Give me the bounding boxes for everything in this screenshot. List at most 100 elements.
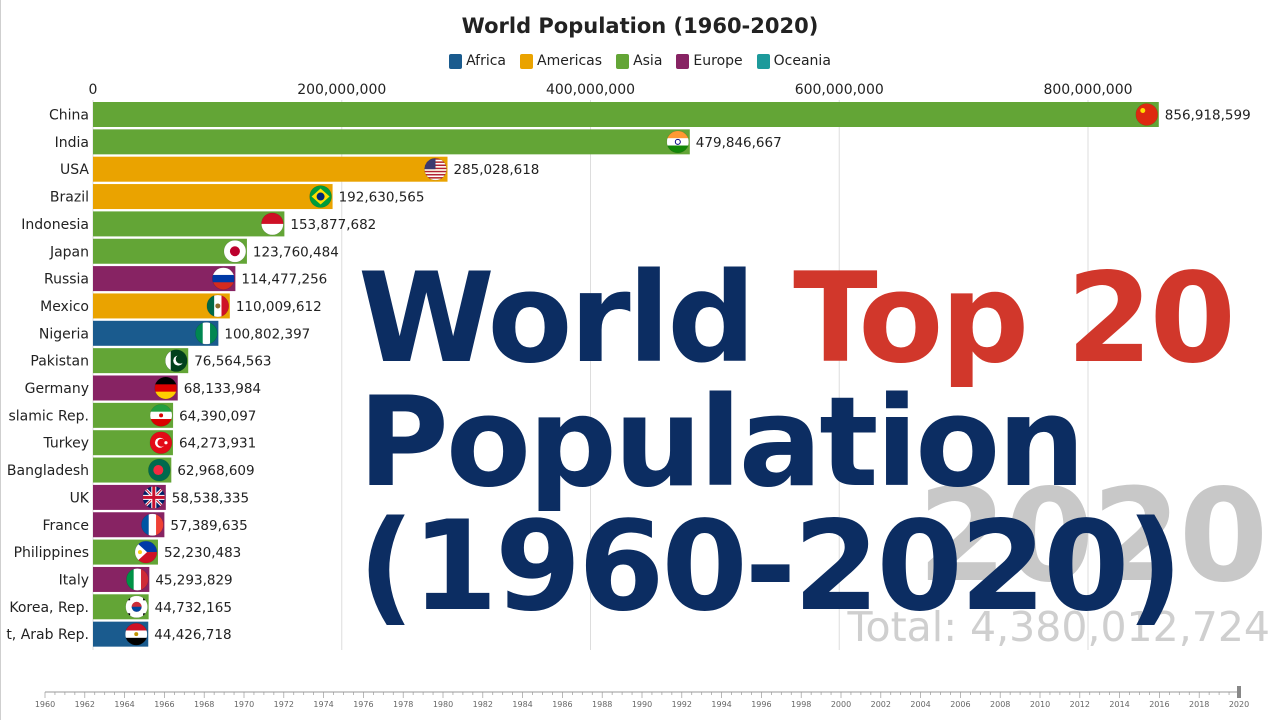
legend-item-americas: Americas — [520, 53, 602, 69]
value-label: 285,028,618 — [454, 162, 540, 178]
timeline-label: 2004 — [910, 700, 930, 709]
timeline-label: 1982 — [473, 700, 493, 709]
category-label: Turkey — [42, 436, 89, 452]
timeline-label: 2018 — [1189, 700, 1209, 709]
bar-row-turkey: Turkey 64,273,931 — [42, 430, 256, 456]
category-label: Indonesia — [21, 217, 89, 233]
value-label: 44,732,165 — [155, 600, 232, 616]
nigeria-flag-icon — [195, 321, 218, 345]
legend-swatch — [756, 53, 770, 69]
value-label: 856,918,599 — [1165, 108, 1251, 124]
timeline-label: 1980 — [433, 700, 453, 709]
bar — [93, 184, 333, 210]
category-label: UK — [70, 490, 90, 506]
timeline-label: 1974 — [313, 700, 333, 709]
bar-row-italy: Italy 45,293,829 — [59, 566, 233, 592]
total-population: Total: 4,380,012,724 — [847, 603, 1270, 651]
legend-swatch — [676, 53, 690, 69]
turkey-flag-icon — [149, 431, 173, 455]
iran-flag-icon — [149, 404, 173, 427]
india-flag-icon — [666, 130, 690, 154]
japan-flag-icon — [223, 239, 247, 263]
timeline-label: 1964 — [114, 700, 134, 709]
timeline-handle[interactable] — [1237, 686, 1241, 698]
timeline-label: 1966 — [154, 700, 174, 709]
value-label: 68,133,984 — [184, 381, 261, 397]
pakistan-flag-icon — [164, 349, 188, 372]
usa-flag-icon — [424, 157, 447, 181]
france-flag-icon — [141, 513, 164, 537]
category-label: Italy — [59, 572, 89, 588]
bar — [93, 211, 285, 237]
timeline-label: 2012 — [1070, 700, 1090, 709]
x-tick-label: 600,000,000 — [795, 82, 884, 98]
timeline-label: 2002 — [871, 700, 891, 709]
bar — [93, 156, 448, 182]
bar — [93, 102, 1159, 127]
value-label: 57,389,635 — [170, 518, 247, 534]
overlay-line-3: (1960-2020) — [358, 495, 1183, 639]
timeline-label: 1968 — [194, 700, 214, 709]
bar-row-india: India 479,846,667 — [55, 129, 782, 155]
x-tick-label: 0 — [89, 82, 98, 98]
overlay-world: World — [358, 247, 756, 391]
legend-label: Asia — [633, 53, 663, 69]
timeline-label: 2008 — [990, 700, 1010, 709]
category-label: Germany — [25, 381, 89, 397]
bar-row-russia: Russia 114,477,256 — [44, 266, 327, 292]
bar-row-slamic-rep: slamic Rep. 64,390,097 — [9, 402, 256, 428]
category-label: Mexico — [40, 299, 89, 315]
china-flag-icon — [1135, 103, 1159, 126]
korea-flag-icon — [125, 595, 148, 619]
bar — [93, 266, 236, 292]
value-label: 192,630,565 — [339, 190, 425, 206]
value-label: 62,968,609 — [177, 463, 254, 479]
timeline-label: 2010 — [1030, 700, 1050, 709]
category-label: Nigeria — [39, 326, 89, 342]
bar-row-mexico: Mexico 110,009,612 — [40, 293, 322, 319]
year-timeline[interactable]: 1960 1962 1964 1966 1968 1970 1972 1974 1976 1978… — [0, 680, 1280, 720]
timeline-label: 1990 — [632, 700, 652, 709]
legend-label: Americas — [537, 53, 603, 69]
timeline-label: 1998 — [791, 700, 811, 709]
bar-row-usa: USA 285,028,618 — [60, 156, 540, 182]
bar-chart: 0 200,000,000 400,000,000 600,000,000 800,00… — [6, 82, 1251, 650]
overlay-line-1: World Top 20 — [358, 257, 1236, 382]
timeline-label: 2016 — [1149, 700, 1169, 709]
chart-title: World Population (1960-2020) — [461, 14, 819, 38]
timeline-label: 1984 — [512, 700, 532, 709]
timeline-label: 1972 — [274, 700, 294, 709]
value-label: 114,477,256 — [241, 272, 327, 288]
value-label: 479,846,667 — [696, 135, 782, 151]
timeline-label: 1978 — [393, 700, 413, 709]
bar-row-uk: UK 58,538,335 — [70, 484, 249, 510]
category-label: USA — [60, 162, 89, 178]
bar-row-korea-rep: Korea, Rep. 44,732,165 — [9, 594, 232, 620]
legend-item-europe: Europe — [676, 53, 743, 69]
bar-row-bangladesh: Bangladesh 62,968,609 — [7, 457, 255, 483]
bangladesh-flag-icon — [148, 458, 171, 482]
category-label: Philippines — [14, 545, 89, 561]
value-label: 153,877,682 — [290, 217, 376, 233]
category-label: India — [55, 135, 89, 151]
category-label: t, Arab Rep. — [6, 627, 89, 643]
bar-row-nigeria: Nigeria 100,802,397 — [39, 320, 310, 346]
value-label: 64,390,097 — [179, 408, 256, 424]
timeline-label: 1994 — [711, 700, 731, 709]
legend-swatch — [449, 53, 463, 69]
legend-swatch — [616, 53, 630, 69]
bar-row-japan: Japan 123,760,484 — [49, 238, 339, 264]
bar-row-germany: Germany 68,133,984 — [25, 375, 261, 401]
value-label: 45,293,829 — [155, 572, 232, 588]
brazil-flag-icon — [309, 185, 332, 208]
value-label: 58,538,335 — [172, 490, 249, 506]
legend-item-asia: Asia — [616, 53, 662, 69]
italy-flag-icon — [126, 568, 149, 591]
legend: Africa Americas Asia Europe Oceania — [0, 53, 1280, 69]
value-label: 44,426,718 — [154, 627, 231, 643]
value-label: 52,230,483 — [164, 545, 241, 561]
legend-item-oceania: Oceania — [756, 53, 831, 69]
legend-label: Africa — [466, 53, 507, 69]
legend-label: Oceania — [773, 53, 831, 69]
timeline-label: 1960 — [35, 700, 55, 709]
